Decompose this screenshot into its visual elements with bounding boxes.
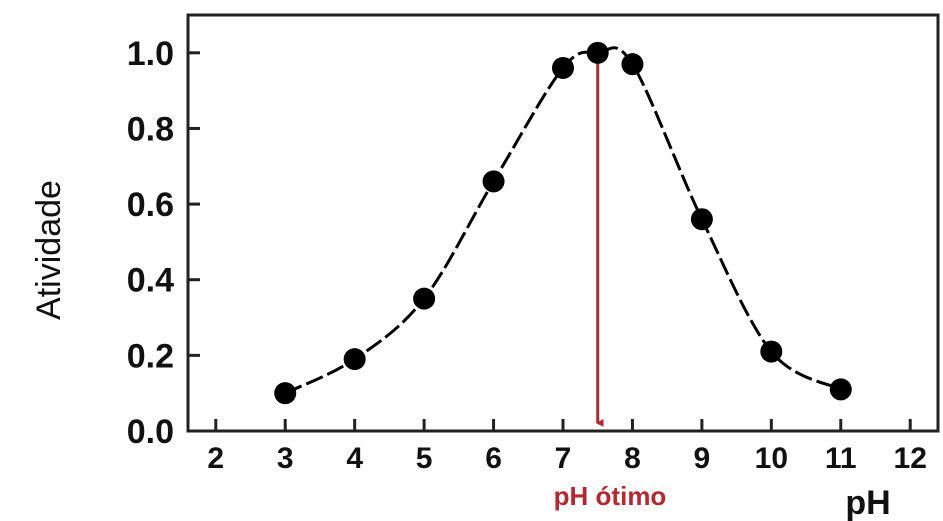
data-point xyxy=(343,348,366,371)
data-points xyxy=(274,41,852,405)
x-tick-label: 5 xyxy=(416,442,433,475)
y-tick-label: 0.8 xyxy=(127,110,174,148)
fitted-curve xyxy=(284,46,842,395)
x-tick-label: 4 xyxy=(346,442,363,475)
data-point xyxy=(621,53,644,76)
data-point xyxy=(552,56,574,79)
y-tick-label: 0.0 xyxy=(127,413,174,451)
x-tick-label: 9 xyxy=(694,442,711,475)
x-tick-label: 8 xyxy=(624,442,641,475)
data-point xyxy=(413,287,436,310)
y-axis-ticks: 0.0 0.2 0.4 0.6 0.8 1.0 xyxy=(127,35,200,451)
x-tick-label: 6 xyxy=(485,442,502,475)
x-tick-label: 12 xyxy=(894,442,927,475)
data-point xyxy=(586,41,609,64)
x-axis-title: pH xyxy=(845,484,890,521)
data-point xyxy=(274,382,297,405)
y-tick-label: 1.0 xyxy=(127,35,174,73)
data-point xyxy=(482,170,505,193)
y-tick-label: 0.2 xyxy=(127,337,174,375)
x-tick-label: 10 xyxy=(755,442,788,475)
data-point xyxy=(760,340,783,363)
x-tick-label: 11 xyxy=(825,442,857,475)
x-tick-label: 3 xyxy=(277,442,294,475)
x-axis-ticks: 2 3 4 5 6 7 8 9 10 11 12 xyxy=(207,419,927,475)
x-tick-label: 2 xyxy=(207,442,224,475)
data-point xyxy=(829,378,852,401)
data-point xyxy=(690,208,713,231)
x-tick-label: 7 xyxy=(555,442,572,475)
y-tick-label: 0.6 xyxy=(127,186,174,224)
y-tick-label: 0.4 xyxy=(127,262,174,300)
optimum-label: pH ótimo xyxy=(554,481,667,511)
y-axis-title: Atividade xyxy=(30,180,68,320)
